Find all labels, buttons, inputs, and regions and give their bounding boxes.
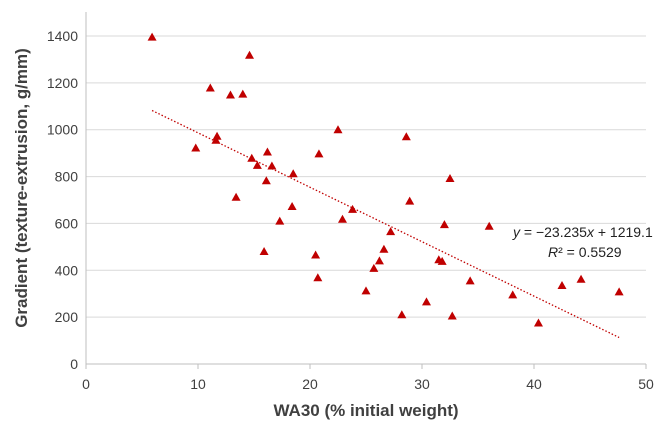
y-tick-label: 1200	[47, 75, 78, 91]
data-point	[337, 214, 347, 223]
data-point	[231, 192, 241, 201]
data-point	[397, 310, 407, 319]
data-point	[288, 169, 298, 178]
data-point	[314, 149, 324, 158]
data-point	[311, 250, 321, 259]
y-tick-label: 400	[55, 262, 79, 278]
y-axis-title: Gradient (texture-extrusion, g/mm)	[12, 48, 31, 328]
r-squared-label: R² = 0.5529	[548, 244, 622, 260]
x-tick-label: 40	[526, 376, 542, 392]
data-point	[212, 131, 222, 140]
data-point	[379, 244, 389, 253]
data-point	[437, 256, 447, 265]
data-point	[374, 256, 384, 265]
x-axis-title: WA30 (% initial weight)	[273, 401, 458, 420]
data-point	[576, 274, 586, 283]
data-point	[313, 273, 323, 282]
y-tick-labels: 0 200 400 600 800 1000 1200 1400	[47, 28, 78, 372]
data-point	[245, 50, 255, 59]
data-point	[447, 311, 457, 320]
data-point	[533, 318, 543, 327]
y-tick-label: 1000	[47, 122, 78, 138]
x-tick-labels: 0 10 20 30 40 50	[82, 376, 654, 392]
x-tick-label: 10	[190, 376, 206, 392]
data-point	[484, 221, 494, 230]
data-point	[405, 196, 415, 205]
x-tick-label: 0	[82, 376, 90, 392]
data-point	[259, 247, 269, 256]
x-tick-label: 20	[302, 376, 318, 392]
data-point	[557, 281, 567, 290]
data-point	[261, 176, 271, 185]
data-points	[147, 32, 624, 327]
data-point	[361, 286, 371, 295]
trendline	[151, 109, 620, 339]
data-point	[369, 263, 379, 272]
data-point	[445, 173, 455, 182]
y-tick-label: 1400	[47, 28, 78, 44]
data-point	[147, 32, 157, 41]
data-point	[238, 89, 248, 98]
data-point	[614, 287, 624, 296]
data-point	[252, 160, 262, 169]
data-point	[421, 297, 431, 306]
data-point	[287, 202, 297, 211]
data-point	[191, 143, 201, 152]
data-point	[275, 216, 285, 225]
y-tick-label: 600	[55, 215, 79, 231]
data-point	[333, 125, 343, 134]
data-point	[348, 204, 358, 213]
data-point	[465, 276, 475, 285]
axes	[85, 12, 647, 369]
x-tick-label: 50	[638, 376, 654, 392]
y-tick-label: 800	[55, 169, 79, 185]
data-point	[386, 227, 396, 236]
data-point	[439, 220, 449, 229]
x-tick-label: 30	[414, 376, 430, 392]
data-point	[225, 90, 235, 99]
data-point	[205, 83, 215, 92]
data-point	[262, 147, 272, 156]
y-tick-label: 200	[55, 309, 79, 325]
data-point	[508, 290, 518, 299]
data-point	[401, 132, 411, 141]
data-point	[267, 161, 277, 170]
y-tick-label: 0	[70, 356, 78, 372]
gridlines	[86, 35, 646, 318]
trendline-equation: y = −23.235x + 1219.1	[512, 224, 653, 240]
data-point	[247, 153, 257, 162]
